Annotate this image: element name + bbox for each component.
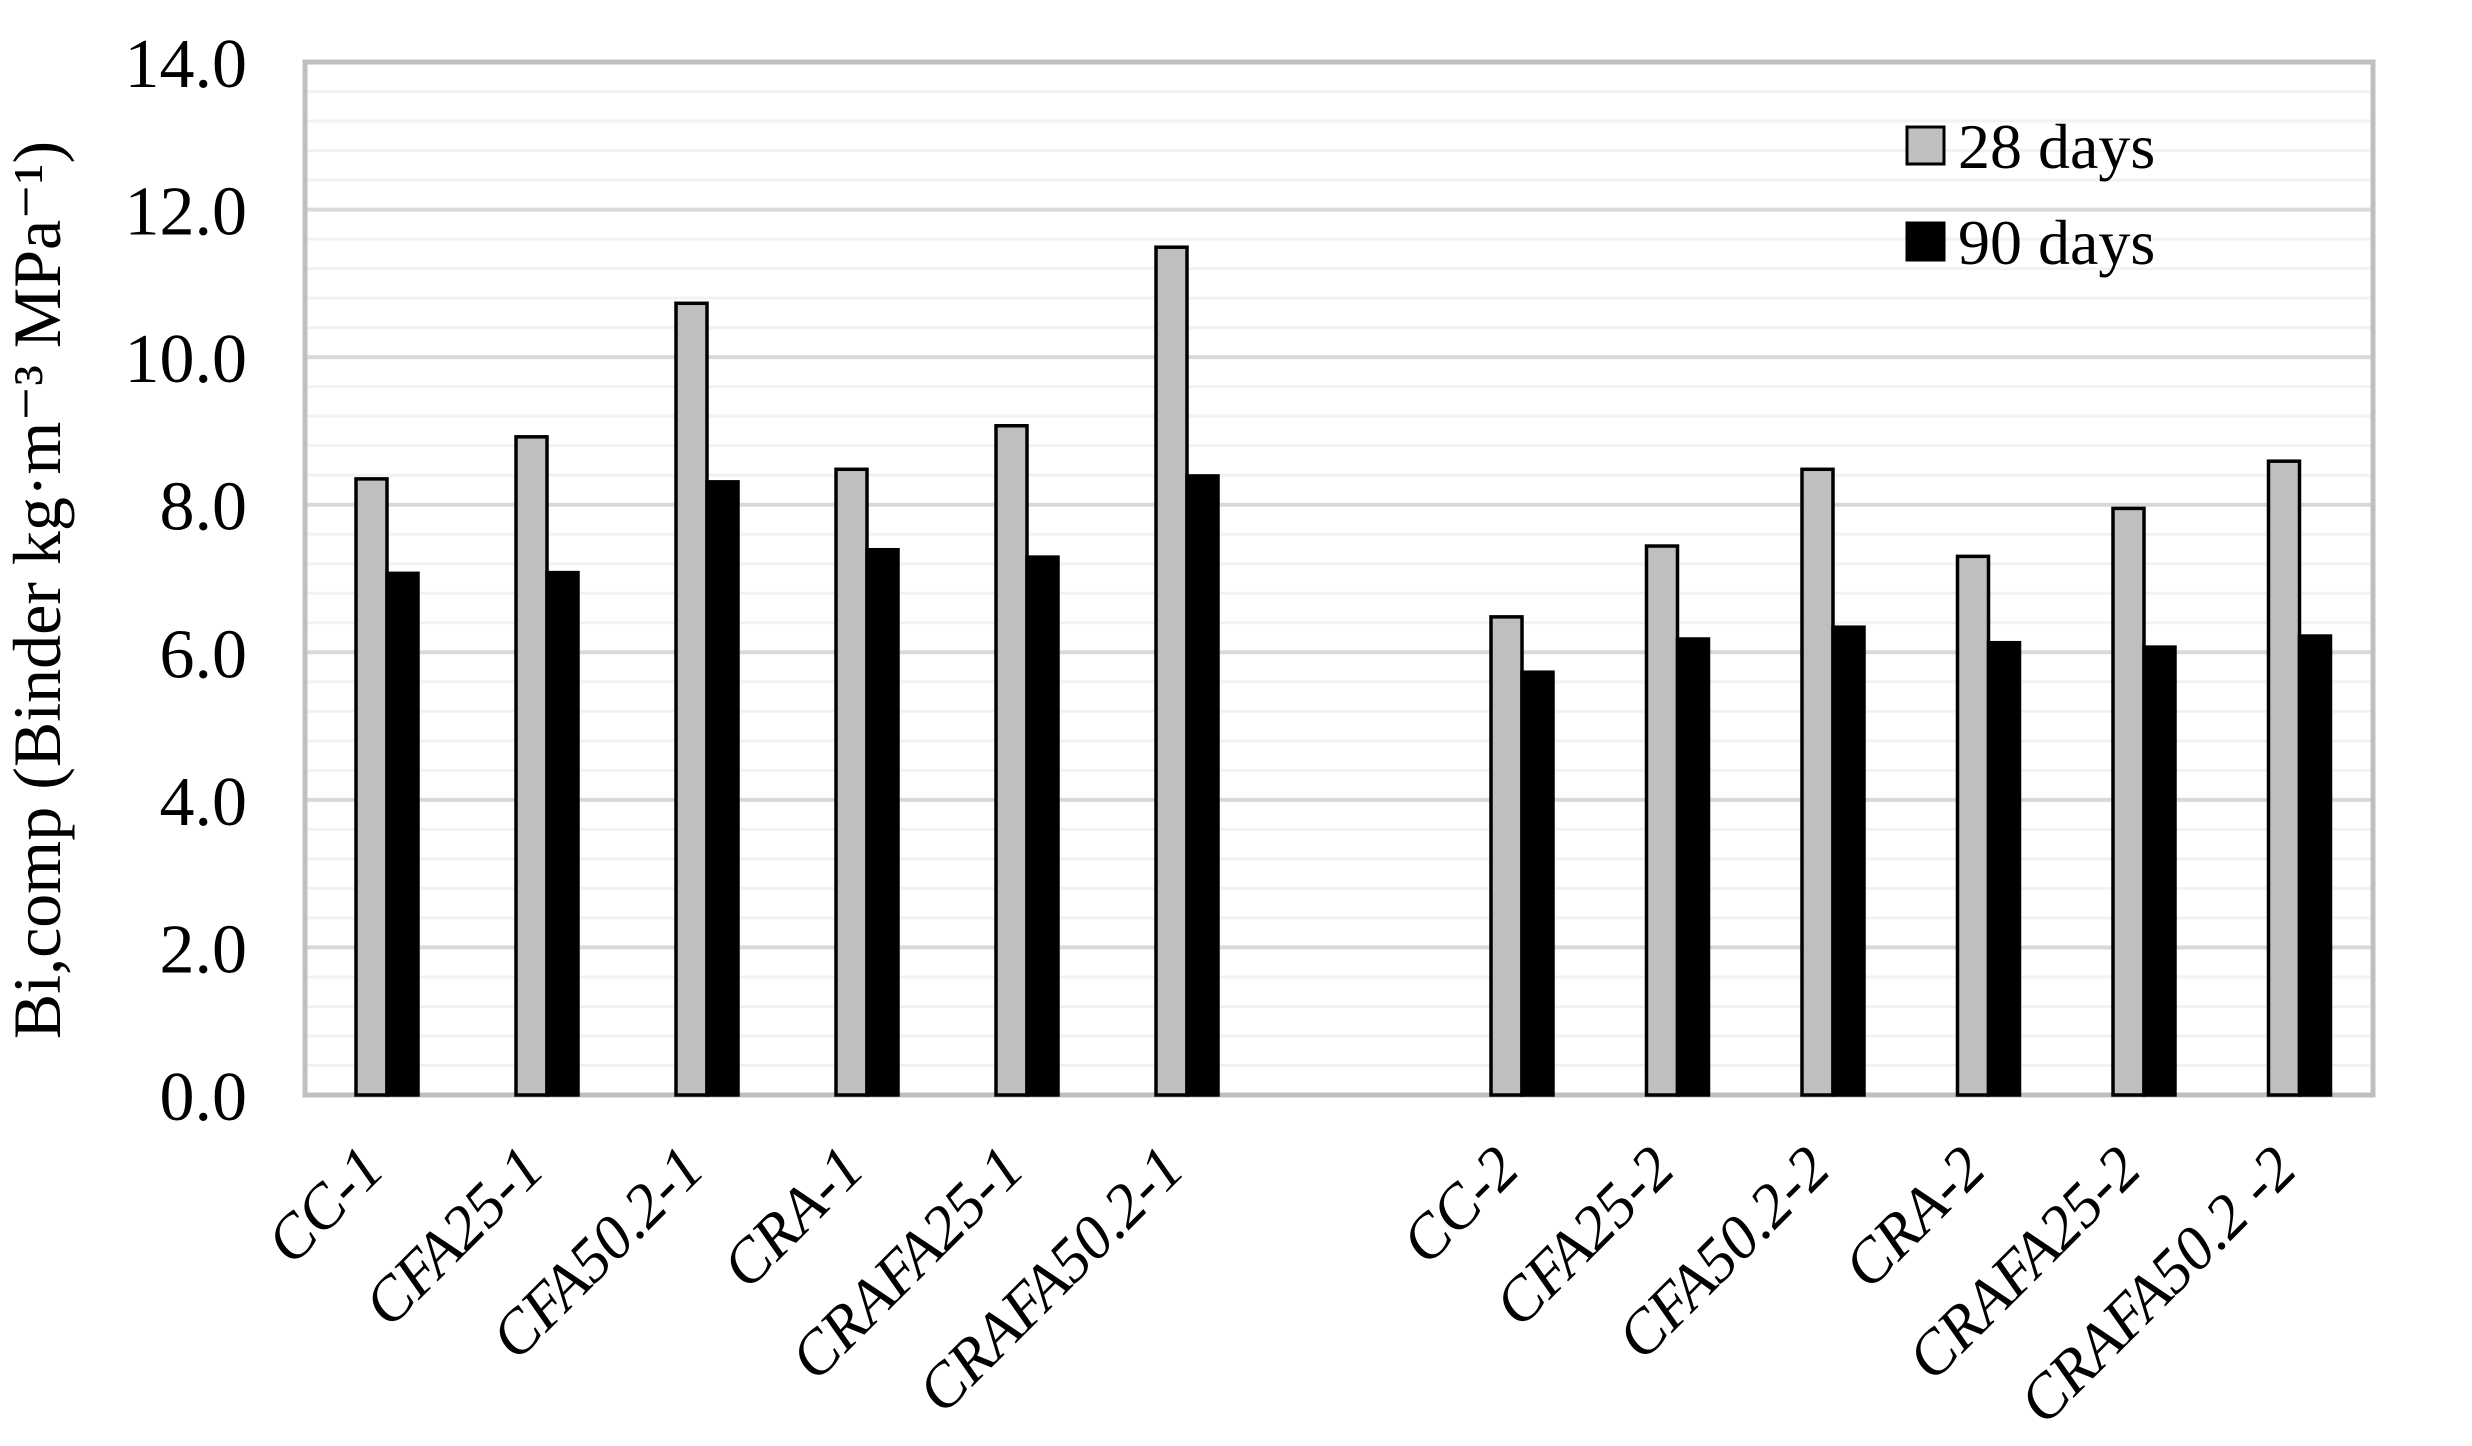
plot-border [302,59,2376,1098]
bar-28days-CRAFA50.2-1 [1154,245,1189,1097]
legend: 28 days 90 days [1905,111,2155,278]
bar-28days-CRA-2 [1955,554,1991,1097]
bar-28days-CFA25-2 [1644,544,1680,1097]
bar-90days-CFA50.2-1 [705,480,740,1097]
y-tick-label: 14.0 [125,26,248,103]
legend-swatch-90days [1905,221,1946,262]
bar-28days-CRAFA50.2 -2 [2266,459,2302,1097]
y-tick-label: 8.0 [160,469,248,546]
bar-90days-CFA50.2-2 [1831,625,1866,1097]
y-axis-title: Bi,comp (Binder kg·m⁻³ MPa⁻¹) [0,141,75,1039]
y-tick-label: 0.0 [160,1059,248,1136]
bar-90days-CRAFA50.2 -2 [2297,634,2333,1097]
bar-90days-CRA-1 [865,547,900,1097]
y-tick-label: 4.0 [160,764,248,841]
bar-90days-CC-2 [1520,670,1555,1097]
bar-90days-CRA-2 [1986,640,2022,1097]
bar-90days-CRAFA25-2 [2142,645,2177,1097]
legend-label-28days: 28 days [1958,111,2155,182]
bar-90days-CRAFA50.2-1 [1185,474,1220,1097]
bar-90days-CFA25-1 [545,570,580,1097]
bar-28days-CFA25-1 [514,435,549,1097]
bar-28days-CRAFA25-2 [2111,506,2146,1097]
bar-28days-CRA-1 [834,467,869,1097]
legend-label-90days: 90 days [1958,207,2155,278]
y-tick-label: 6.0 [160,616,248,693]
bar-28days-CRAFA25-1 [994,424,1029,1097]
bar-28days-CC-1 [354,477,389,1097]
bar-90days-CFA25-2 [1675,637,1711,1097]
y-tick-label: 10.0 [125,321,248,398]
bar-28days-CC-2 [1489,615,1524,1097]
y-tick-label: 2.0 [160,911,248,988]
bar-28days-CFA50.2-1 [674,301,709,1097]
bar-90days-CC-1 [385,571,420,1097]
y-tick-label: 12.0 [125,174,248,251]
bar-90days-CRAFA25-1 [1025,555,1060,1097]
bar-28days-CFA50.2-2 [1800,467,1835,1097]
legend-swatch-28days [1905,125,1946,166]
